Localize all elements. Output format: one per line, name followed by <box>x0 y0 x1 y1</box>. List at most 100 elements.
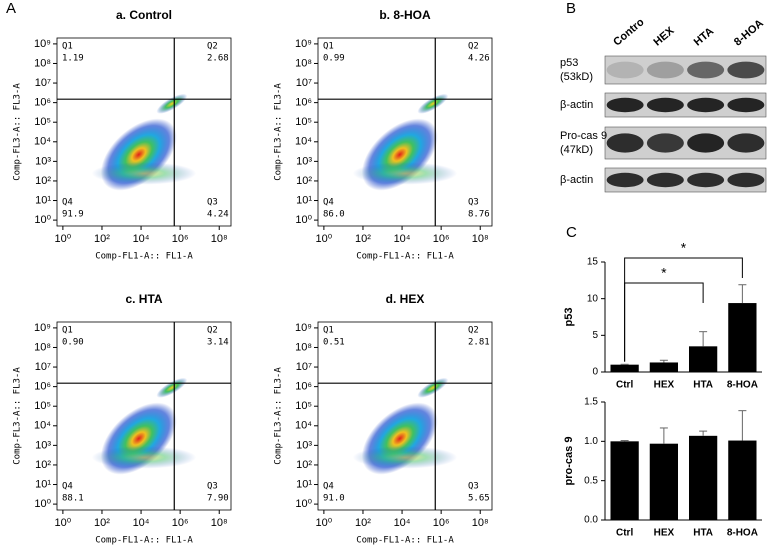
chart-title: c. HTA <box>125 292 162 306</box>
quadrant-name: Q2 <box>468 42 479 52</box>
bar <box>649 443 679 520</box>
blot-band <box>687 97 725 113</box>
y-tick-label: 1.0 <box>584 436 598 447</box>
x-tick-label: 10⁰ <box>55 517 72 529</box>
x-tick-label: HTA <box>693 380 713 391</box>
x-tick-label: 10² <box>355 517 371 529</box>
y-tick-label: 5 <box>592 330 598 341</box>
quadrant-value: 0.51 <box>323 338 345 348</box>
y-axis-label: Comp-FL3-A:: FL3-A <box>274 83 284 181</box>
quadrant-name: Q1 <box>323 326 334 336</box>
x-tick-label: 10⁰ <box>55 233 72 245</box>
y-tick-label: 10⁰ <box>34 214 51 226</box>
y-tick-label: 10² <box>296 175 312 187</box>
x-tick-label: 8-HOA <box>727 528 758 539</box>
quadrant-value: 88.1 <box>62 494 84 504</box>
x-tick-label: HEX <box>654 380 675 391</box>
x-tick-label: 10² <box>94 517 110 529</box>
significance-bracket <box>624 257 743 362</box>
chart-title: a. Control <box>116 8 172 22</box>
row-label: (47kD) <box>560 144 593 156</box>
blot-band <box>606 61 644 79</box>
x-tick-label: 10² <box>94 233 110 245</box>
density-cloud <box>417 93 449 114</box>
plot-frame <box>56 321 232 511</box>
y-tick-label: 10⁴ <box>34 420 51 432</box>
y-tick-label: 10⁷ <box>35 77 51 89</box>
lane-label: HTA <box>692 25 716 48</box>
panel-label: C <box>566 224 577 241</box>
bar <box>688 346 718 372</box>
blot-band <box>727 61 765 79</box>
quadrant-value: 86.0 <box>323 210 345 220</box>
x-tick-label: HTA <box>693 528 713 539</box>
bar <box>649 362 679 372</box>
bar <box>728 303 757 372</box>
quadrant-name: Q3 <box>207 482 218 492</box>
y-tick-label: 10² <box>35 175 51 187</box>
quadrant-value: 1.19 <box>62 54 84 64</box>
y-tick-label: 10⁸ <box>295 57 312 69</box>
quadrant-name: Q4 <box>323 482 334 492</box>
density-cloud <box>156 93 188 114</box>
blot-band <box>646 133 684 153</box>
x-tick-label: 10² <box>355 233 371 245</box>
significance-label: * <box>681 240 687 256</box>
y-tick-label: 10⁹ <box>34 322 51 334</box>
x-tick-label: 10⁴ <box>133 517 150 529</box>
y-tick-label: 10¹ <box>35 194 51 206</box>
x-axis-label: Comp-FL1-A:: FL1-A <box>95 252 193 262</box>
blot-band <box>606 133 644 153</box>
bar <box>688 435 718 520</box>
y-tick-label: 0.0 <box>584 515 598 526</box>
y-axis-label: pro-cas 9 <box>563 437 575 486</box>
quadrant-value: 2.81 <box>468 338 490 348</box>
row-label: p53 <box>560 57 578 69</box>
quadrant-name: Q3 <box>207 198 218 208</box>
x-tick-label: 10⁴ <box>394 233 411 245</box>
quadrant-name: Q2 <box>207 326 218 336</box>
y-tick-label: 10⁶ <box>34 97 51 109</box>
y-tick-label: 10⁴ <box>295 136 312 148</box>
y-tick-label: 10⁰ <box>34 498 51 510</box>
y-axis-label: Comp-FL3-A:: FL3-A <box>13 83 23 181</box>
lane-label: HEX <box>651 24 677 48</box>
y-tick-label: 10⁵ <box>295 400 312 412</box>
quadrant-value: 0.99 <box>323 54 345 64</box>
bar <box>610 441 639 520</box>
y-tick-label: 10² <box>296 459 312 471</box>
x-axis-label: Comp-FL1-A:: FL1-A <box>356 536 454 546</box>
blot-band <box>646 172 684 188</box>
blot-band <box>687 172 725 188</box>
quadrant-value: 91.0 <box>323 494 345 504</box>
y-tick-label: 15 <box>587 257 599 268</box>
row-label: β-actin <box>560 99 593 111</box>
plot-frame <box>56 37 232 227</box>
y-tick-label: 10⁹ <box>295 322 312 334</box>
x-axis-label: Comp-FL1-A:: FL1-A <box>95 536 193 546</box>
y-tick-label: 10⁶ <box>34 381 51 393</box>
x-axis-label: Comp-FL1-A:: FL1-A <box>356 252 454 262</box>
bar <box>728 440 757 520</box>
x-tick-label: 10⁴ <box>394 517 411 529</box>
density-cloud <box>91 446 197 469</box>
x-tick-label: 10⁶ <box>433 517 450 529</box>
blot-band <box>606 97 644 113</box>
x-tick-label: Ctrl <box>616 528 633 539</box>
density-cloud <box>352 162 458 185</box>
blot-band <box>646 61 684 79</box>
quadrant-name: Q4 <box>62 198 73 208</box>
quadrant-value: 91.9 <box>62 210 84 220</box>
y-tick-label: 10⁵ <box>34 400 51 412</box>
quadrant-name: Q4 <box>62 482 73 492</box>
x-tick-label: Ctrl <box>616 380 633 391</box>
panel-label: A <box>6 0 16 17</box>
x-tick-label: 10⁶ <box>433 233 450 245</box>
y-tick-label: 0 <box>592 367 598 378</box>
y-tick-label: 10⁵ <box>34 116 51 128</box>
blot-band <box>687 61 725 79</box>
quadrant-value: 4.24 <box>207 210 229 220</box>
blot-band <box>727 133 765 153</box>
panel-label: B <box>566 0 576 17</box>
